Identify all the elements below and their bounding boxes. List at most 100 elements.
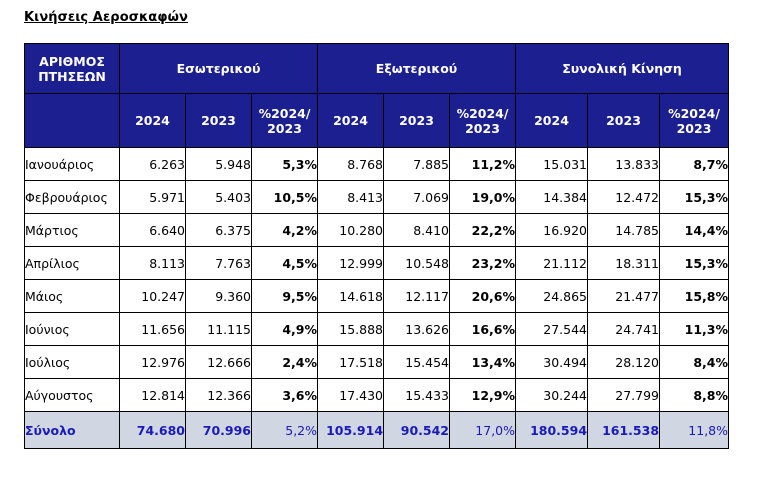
table-body: Ιανουάριος 6.263 5.948 5,3% 8.768 7.885 11,2% 1… [24,147,730,449]
month-cell: Ιούνιος [24,312,120,346]
change-cell: 2,4% [250,345,319,379]
value-cell: 15.454 [383,345,451,379]
value-cell: 6.263 [119,147,186,181]
change-cell: 4,9% [250,312,319,346]
row-label-header: ΑΡΙΘΜΟΣ ΠΤΗΣΕΩΝ [24,43,120,94]
month-cell: Ιανουάριος [24,147,120,181]
change-cell: 11,8% [659,411,730,449]
value-cell: 6.375 [185,213,252,247]
change-cell: 5,3% [250,147,319,181]
subheader-change: %2024/ 2023 [449,93,517,148]
value-cell: 12.814 [119,378,186,412]
table-row: Φεβρουάριος 5.971 5.403 10,5% 8.413 7.069 19,0… [24,180,730,214]
table-row: Μάιος 10.247 9.360 9,5% 14.618 12.117 20,6% 24.… [24,279,730,313]
value-cell: 15.031 [515,147,589,181]
value-cell: 7.763 [185,246,252,280]
subheader-blank [24,93,120,148]
value-cell: 5.403 [185,180,252,214]
value-cell: 17.430 [317,378,385,412]
value-cell: 8.410 [383,213,451,247]
value-cell: 18.311 [587,246,661,280]
value-cell: 7.069 [383,180,451,214]
group-header-total: Συνολική Κίνηση [515,43,730,94]
value-cell: 11.115 [185,312,252,346]
subheader-change: %2024/ 2023 [659,93,730,148]
change-cell: 20,6% [449,279,517,313]
change-cell: 10,5% [250,180,319,214]
value-cell: 14.785 [587,213,661,247]
change-cell: 3,6% [250,378,319,412]
change-cell: 23,2% [449,246,517,280]
value-cell: 8.113 [119,246,186,280]
value-cell: 180.594 [515,411,589,449]
value-cell: 17.518 [317,345,385,379]
value-cell: 30.244 [515,378,589,412]
value-cell: 10.280 [317,213,385,247]
change-cell: 4,5% [250,246,319,280]
subheader-year-2023: 2023 [383,93,451,148]
change-cell: 19,0% [449,180,517,214]
month-cell: Αύγουστος [24,378,120,412]
value-cell: 12.472 [587,180,661,214]
total-row: Σύνολο 74.680 70.996 5,2% 105.914 90.542 17,0%… [24,411,730,449]
value-cell: 7.885 [383,147,451,181]
value-cell: 5.971 [119,180,186,214]
value-cell: 24.741 [587,312,661,346]
change-cell: 8,4% [659,345,730,379]
value-cell: 13.833 [587,147,661,181]
change-cell: 9,5% [250,279,319,313]
value-cell: 8.413 [317,180,385,214]
value-cell: 11.656 [119,312,186,346]
month-cell: Μάρτιος [24,213,120,247]
value-cell: 12.999 [317,246,385,280]
value-cell: 14.384 [515,180,589,214]
change-cell: 5,2% [250,411,319,449]
change-cell: 17,0% [449,411,517,449]
subheader-year-2023: 2023 [185,93,252,148]
change-cell: 11,2% [449,147,517,181]
value-cell: 12.117 [383,279,451,313]
change-cell: 22,2% [449,213,517,247]
page-title: Κινήσεις Αεροσκαφών [24,10,188,25]
table-row: Ιούλιος 12.976 12.666 2,4% 17.518 15.454 13,4%… [24,345,730,379]
value-cell: 15.888 [317,312,385,346]
value-cell: 6.640 [119,213,186,247]
subheader-year-2024: 2024 [515,93,589,148]
change-cell: 8,7% [659,147,730,181]
month-cell: Ιούλιος [24,345,120,379]
change-cell: 14,4% [659,213,730,247]
group-header-international: Εξωτερικού [317,43,517,94]
value-cell: 30.494 [515,345,589,379]
change-cell: 8,8% [659,378,730,412]
month-cell: Μάιος [24,279,120,313]
subheader-year-2023: 2023 [587,93,661,148]
subheader-change: %2024/ 2023 [250,93,319,148]
value-cell: 12.976 [119,345,186,379]
value-cell: 8.768 [317,147,385,181]
subheader-year-2024: 2024 [119,93,186,148]
value-cell: 24.865 [515,279,589,313]
change-cell: 12,9% [449,378,517,412]
value-cell: 13.626 [383,312,451,346]
value-cell: 10.548 [383,246,451,280]
subheader-year-2024: 2024 [317,93,385,148]
value-cell: 27.544 [515,312,589,346]
value-cell: 21.112 [515,246,589,280]
value-cell: 105.914 [317,411,385,449]
value-cell: 12.366 [185,378,252,412]
flights-table: ΑΡΙΘΜΟΣ ΠΤΗΣΕΩΝ Εσωτερικού Εξωτερικού Συ… [24,43,730,449]
change-cell: 15,3% [659,180,730,214]
value-cell: 15.433 [383,378,451,412]
month-cell: Φεβρουάριος [24,180,120,214]
total-label: Σύνολο [24,411,120,449]
change-cell: 13,4% [449,345,517,379]
table-row: Απρίλιος 8.113 7.763 4,5% 12.999 10.548 23,2% 2… [24,246,730,280]
month-cell: Απρίλιος [24,246,120,280]
value-cell: 161.538 [587,411,661,449]
change-cell: 4,2% [250,213,319,247]
change-cell: 11,3% [659,312,730,346]
value-cell: 9.360 [185,279,252,313]
change-cell: 16,6% [449,312,517,346]
value-cell: 70.996 [185,411,252,449]
value-cell: 74.680 [119,411,186,449]
